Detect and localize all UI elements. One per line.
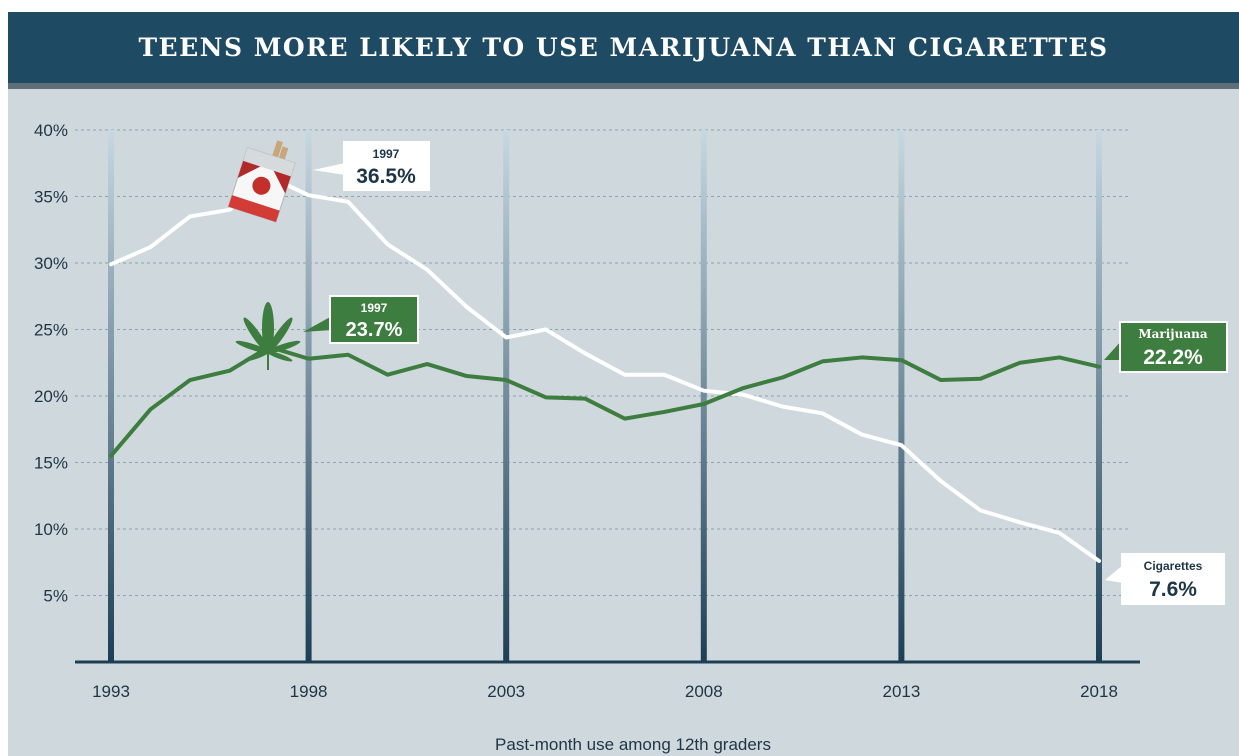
end-label-value: 7.6% bbox=[1149, 578, 1197, 601]
end-label-value: 22.2% bbox=[1143, 346, 1203, 369]
x-tick-label: 2008 bbox=[685, 682, 723, 701]
y-tick-label: 25% bbox=[34, 321, 68, 340]
chart-panel bbox=[8, 89, 1239, 756]
y-tick-label: 5% bbox=[43, 587, 68, 606]
series-lines bbox=[109, 174, 1101, 563]
x-tick-label: 1998 bbox=[290, 682, 328, 701]
vertical-band bbox=[700, 130, 707, 662]
x-tick-labels: 1993 1998 2003 2008 2013 2018 bbox=[92, 682, 1118, 701]
y-tick-label: 35% bbox=[34, 188, 68, 207]
title-bar: TEENS MORE LIKELY TO USE MARIJUANA THAN … bbox=[8, 12, 1239, 83]
y-tick-label: 40% bbox=[34, 121, 68, 140]
vertical-band bbox=[503, 130, 510, 662]
chart-title: TEENS MORE LIKELY TO USE MARIJUANA THAN … bbox=[138, 33, 1109, 62]
callout-year: 1997 bbox=[373, 147, 400, 161]
end-label-cigarettes: Cigarettes 7.6% bbox=[1105, 553, 1225, 605]
callout-cigarettes-1997: 1997 36.5% bbox=[313, 141, 430, 191]
callout-marijuana-1997: 1997 23.7% bbox=[303, 295, 419, 344]
y-tick-label: 30% bbox=[34, 254, 68, 273]
vertical-bands bbox=[108, 130, 1102, 662]
cannabis-leaf-icon bbox=[235, 302, 301, 370]
y-tick-labels: 5% 10% 15% 20% 25% 30% 35% 40% bbox=[34, 121, 68, 606]
y-tick-label: 15% bbox=[34, 454, 68, 473]
end-label-name: Cigarettes bbox=[1144, 559, 1203, 573]
y-tick-label: 20% bbox=[34, 387, 68, 406]
x-tick-label: 2018 bbox=[1080, 682, 1118, 701]
callout-value: 36.5% bbox=[356, 165, 416, 188]
series-line-cigarettes bbox=[109, 174, 1101, 563]
x-axis-caption: Past-month use among 12th graders bbox=[495, 735, 771, 754]
end-label-name: Marijuana bbox=[1138, 327, 1208, 341]
end-label-marijuana: Marijuana 22.2% bbox=[1104, 321, 1228, 373]
vertical-band bbox=[108, 130, 114, 662]
x-tick-label: 2013 bbox=[882, 682, 920, 701]
callout-year: 1997 bbox=[361, 301, 388, 315]
y-tick-label: 10% bbox=[34, 520, 68, 539]
vertical-band bbox=[305, 130, 312, 662]
x-tick-label: 2003 bbox=[487, 682, 525, 701]
callout-value: 23.7% bbox=[346, 319, 403, 341]
vertical-band bbox=[898, 130, 905, 662]
x-tick-label: 1993 bbox=[92, 682, 130, 701]
cigarette-pack-icon bbox=[227, 140, 296, 223]
title-shadow bbox=[8, 83, 1239, 89]
vertical-band bbox=[1096, 130, 1102, 662]
